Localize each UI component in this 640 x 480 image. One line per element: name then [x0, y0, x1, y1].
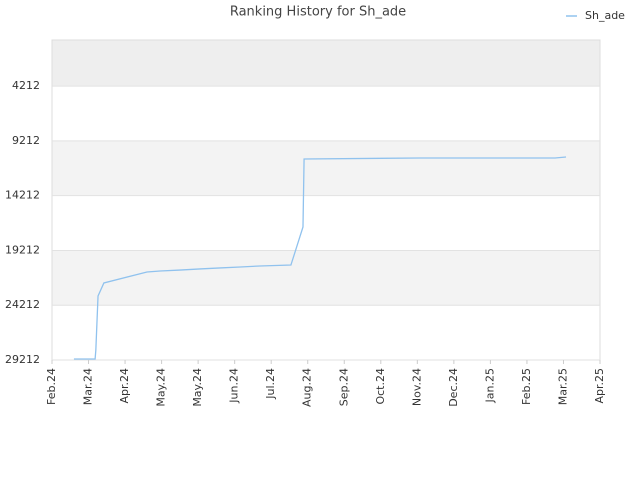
x-tick-label: May.24	[191, 368, 204, 407]
x-tick-label: Jan.25	[483, 368, 496, 403]
x-tick-label: Mar.25	[556, 368, 569, 405]
x-tick-label: Nov.24	[410, 368, 423, 406]
plot-band	[52, 305, 600, 360]
line	[73, 156, 567, 360]
plot-band	[52, 195, 600, 251]
chart-title: Ranking History for Sh_ade	[230, 5, 406, 20]
x-tick-label: Aug.24	[301, 368, 314, 407]
x-tick-label: Sep.24	[337, 368, 350, 406]
plot-band	[52, 250, 600, 306]
y-tick-label: 19212	[5, 243, 40, 256]
x-tick-label: Feb.24	[45, 368, 58, 405]
x-tick-label: Apr.25	[593, 368, 606, 404]
x-tick-label: Mar.24	[82, 368, 95, 405]
plot-band	[52, 40, 600, 87]
plot-band	[52, 140, 600, 196]
plot-band	[52, 86, 600, 141]
y-tick-label: 9212	[12, 134, 40, 147]
y-tick-label: 4212	[12, 79, 40, 92]
x-tick-label: Jul.24	[264, 368, 277, 400]
x-tick-label: Feb.25	[520, 368, 533, 405]
y-tick-label: 24212	[5, 298, 40, 311]
x-tick-label: Apr.24	[118, 368, 131, 404]
x-tick-label: Dec.24	[447, 368, 460, 407]
y-tick-label: 14212	[5, 189, 40, 202]
x-tick-label: Oct.24	[374, 368, 387, 405]
legend-label: Sh_ade	[585, 9, 625, 22]
x-tick-label: Jun.24	[228, 368, 241, 404]
x-tick-label: May.24	[155, 368, 168, 407]
y-tick-label: 29212	[5, 353, 40, 366]
